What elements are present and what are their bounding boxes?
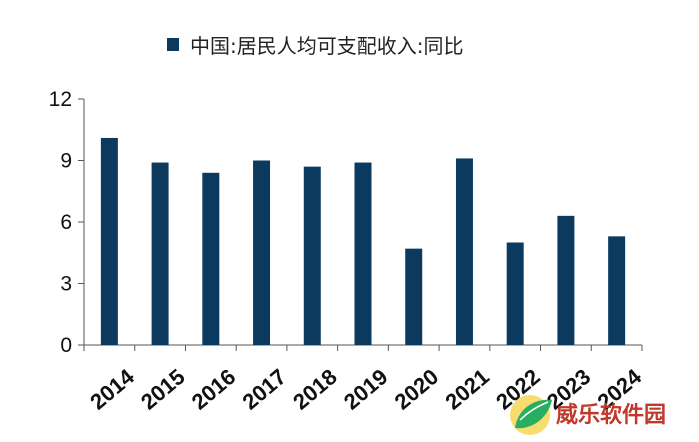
watermark-text: 威乐软件园 [556, 402, 666, 428]
bar-2024 [608, 236, 626, 345]
bar-2022 [506, 242, 524, 345]
bar-2016 [202, 172, 220, 345]
bar-2020 [405, 248, 423, 345]
x-tick-label: 2021 [440, 364, 494, 415]
bar-2018 [303, 166, 321, 345]
y-tick-labels: 0 3 6 9 12 [49, 88, 72, 357]
legend-swatch [167, 38, 179, 51]
y-tick-label: 3 [60, 273, 72, 296]
bar-2019 [354, 162, 372, 345]
x-tick-label: 2018 [288, 364, 342, 415]
legend: 中国:居民人均可支配收入:同比 [167, 34, 463, 58]
bars [100, 137, 626, 345]
legend-label: 中国:居民人均可支配收入:同比 [190, 34, 463, 58]
x-tick-label: 2015 [136, 364, 190, 415]
watermark: 威乐软件园 [510, 395, 666, 435]
x-tick-label: 2017 [237, 364, 291, 415]
x-tick-label: 2020 [390, 364, 444, 415]
x-tick-label: 2014 [85, 363, 139, 414]
y-tick-label: 9 [60, 150, 72, 173]
bar-2014 [100, 137, 118, 345]
x-tick-label: 2016 [187, 364, 241, 415]
y-tick-label: 12 [49, 88, 72, 111]
x-tick-label: 2019 [339, 364, 393, 415]
bar-2017 [253, 160, 271, 345]
y-tick-label: 0 [60, 334, 72, 357]
bar-2021 [455, 158, 473, 345]
leaf-logo-icon [510, 395, 552, 435]
bar-2015 [151, 162, 169, 345]
bar-2023 [557, 215, 575, 345]
y-tick-label: 6 [60, 211, 72, 234]
